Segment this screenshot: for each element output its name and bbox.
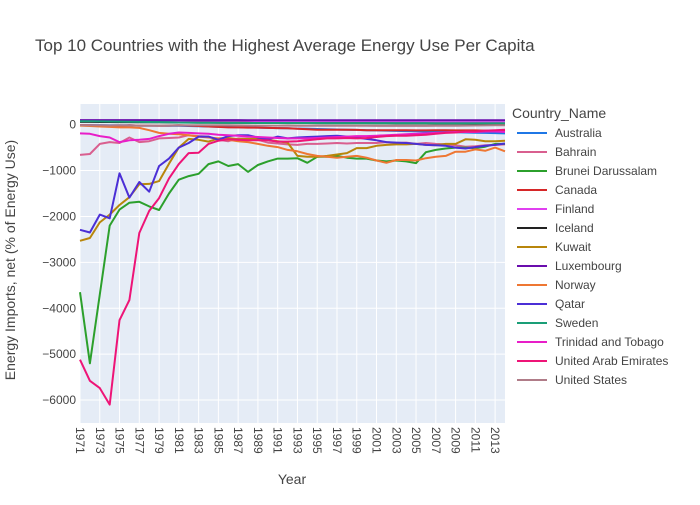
legend-label: Kuwait [555, 240, 592, 254]
x-tick-label: 1985 [211, 427, 225, 454]
y-tick-label: −1000 [42, 164, 76, 178]
x-tick-label: 1991 [271, 427, 285, 454]
x-tick-label: 1987 [231, 427, 245, 454]
x-tick-label: 1981 [172, 427, 186, 454]
x-tick-label: 1973 [93, 427, 107, 454]
legend-label: Norway [555, 278, 596, 292]
legend-label: United Arab Emirates [555, 354, 668, 368]
y-tick-label: −3000 [42, 255, 76, 269]
legend-label: Trinidad and Tobago [555, 335, 664, 349]
y-tick-label: −5000 [42, 347, 76, 361]
legend-label: Brunei Darussalam [555, 164, 657, 178]
plot-area [80, 104, 505, 423]
x-tick-label: 1995 [310, 427, 324, 454]
y-tick-label: 0 [69, 118, 76, 132]
x-tick-label: 1971 [73, 427, 87, 454]
x-axis-title: Year [278, 471, 307, 487]
y-tick-label: −4000 [42, 301, 76, 315]
y-tick-label: −6000 [42, 393, 76, 407]
legend-label: Australia [555, 126, 602, 140]
x-tick-label: 1999 [350, 427, 364, 454]
legend-title: Country_Name [512, 105, 606, 121]
legend-label: United States [555, 373, 627, 387]
x-tick-label: 1993 [290, 427, 304, 454]
x-tick-label: 2007 [429, 427, 443, 454]
y-tick-label: −2000 [42, 209, 76, 223]
x-tick-label: 2011 [468, 427, 482, 453]
x-tick-label: 1997 [330, 427, 344, 454]
legend-label: Qatar [555, 297, 585, 311]
x-tick-label: 2005 [409, 427, 423, 454]
chart-title: Top 10 Countries with the Highest Averag… [35, 36, 535, 55]
x-tick-label: 1977 [132, 427, 146, 454]
legend-label: Bahrain [555, 145, 596, 159]
x-tick-label: 2009 [449, 427, 463, 454]
legend-label: Canada [555, 183, 597, 197]
y-axis-title: Energy Imports, net (% of Energy Use) [2, 140, 18, 380]
legend-label: Finland [555, 202, 594, 216]
legend-label: Luxembourg [555, 259, 622, 273]
legend-label: Iceland [555, 221, 594, 235]
x-tick-label: 1979 [152, 427, 166, 454]
x-tick-label: 2013 [488, 427, 502, 454]
x-tick-label: 2003 [389, 427, 403, 454]
legend-label: Sweden [555, 316, 598, 330]
x-tick-label: 1983 [192, 427, 206, 454]
x-tick-label: 2001 [370, 427, 384, 454]
x-tick-label: 1989 [251, 427, 265, 454]
series-line [80, 125, 505, 126]
x-tick-label: 1975 [113, 427, 127, 454]
